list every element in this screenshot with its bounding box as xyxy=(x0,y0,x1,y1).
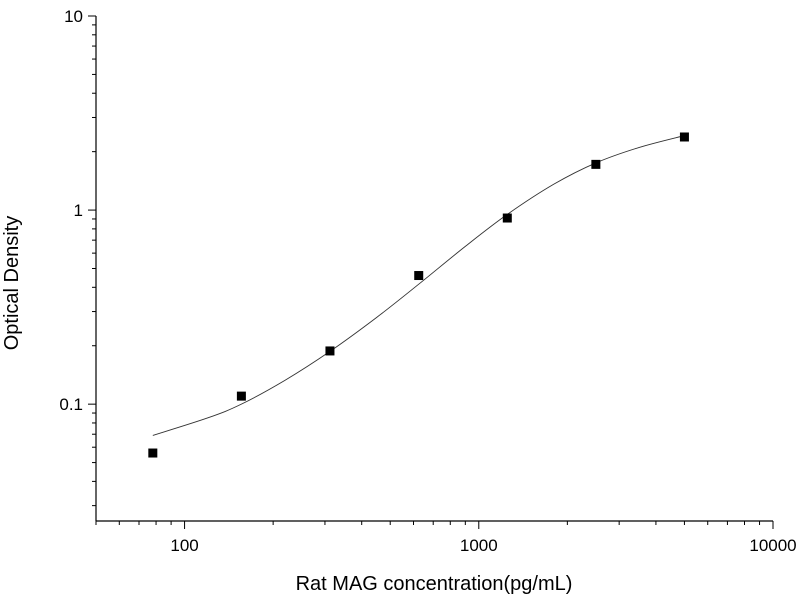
y-axis-title: Optical Density xyxy=(1,216,23,351)
data-point xyxy=(503,214,512,223)
y-tick-label: 10 xyxy=(64,7,83,26)
y-tick-label: 0.1 xyxy=(59,395,83,414)
fitted-curve-layer xyxy=(153,136,685,436)
data-point xyxy=(148,449,157,458)
data-points-layer xyxy=(148,132,689,457)
axes: 100 1000 10000 0.1 1 10 xyxy=(59,7,796,555)
data-point xyxy=(591,160,600,169)
data-point xyxy=(680,132,689,141)
data-point xyxy=(325,346,334,355)
data-point xyxy=(237,392,246,401)
x-tick-label: 1000 xyxy=(460,536,498,555)
x-tick-label: 10000 xyxy=(749,536,796,555)
y-tick-label: 1 xyxy=(74,201,83,220)
data-point xyxy=(414,271,423,280)
x-tick-label: 100 xyxy=(170,536,198,555)
fitted-curve xyxy=(153,136,685,436)
x-axis-title: Rat MAG concentration(pg/mL) xyxy=(296,573,573,595)
